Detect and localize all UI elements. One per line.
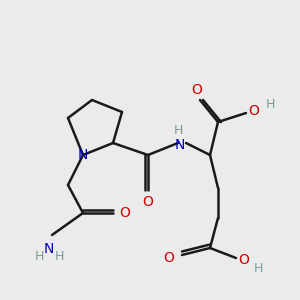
Text: O: O [120, 206, 130, 220]
Text: N: N [175, 138, 185, 152]
Text: H: H [34, 250, 44, 263]
Text: N: N [78, 148, 88, 162]
Text: H: H [173, 124, 183, 137]
Text: N: N [44, 242, 54, 256]
Text: H: H [54, 250, 64, 263]
Text: O: O [142, 195, 153, 209]
Text: O: O [249, 104, 260, 118]
Text: O: O [164, 251, 174, 265]
Text: O: O [192, 83, 203, 97]
Text: O: O [238, 253, 249, 267]
Text: H: H [253, 262, 263, 275]
Text: H: H [265, 98, 275, 112]
